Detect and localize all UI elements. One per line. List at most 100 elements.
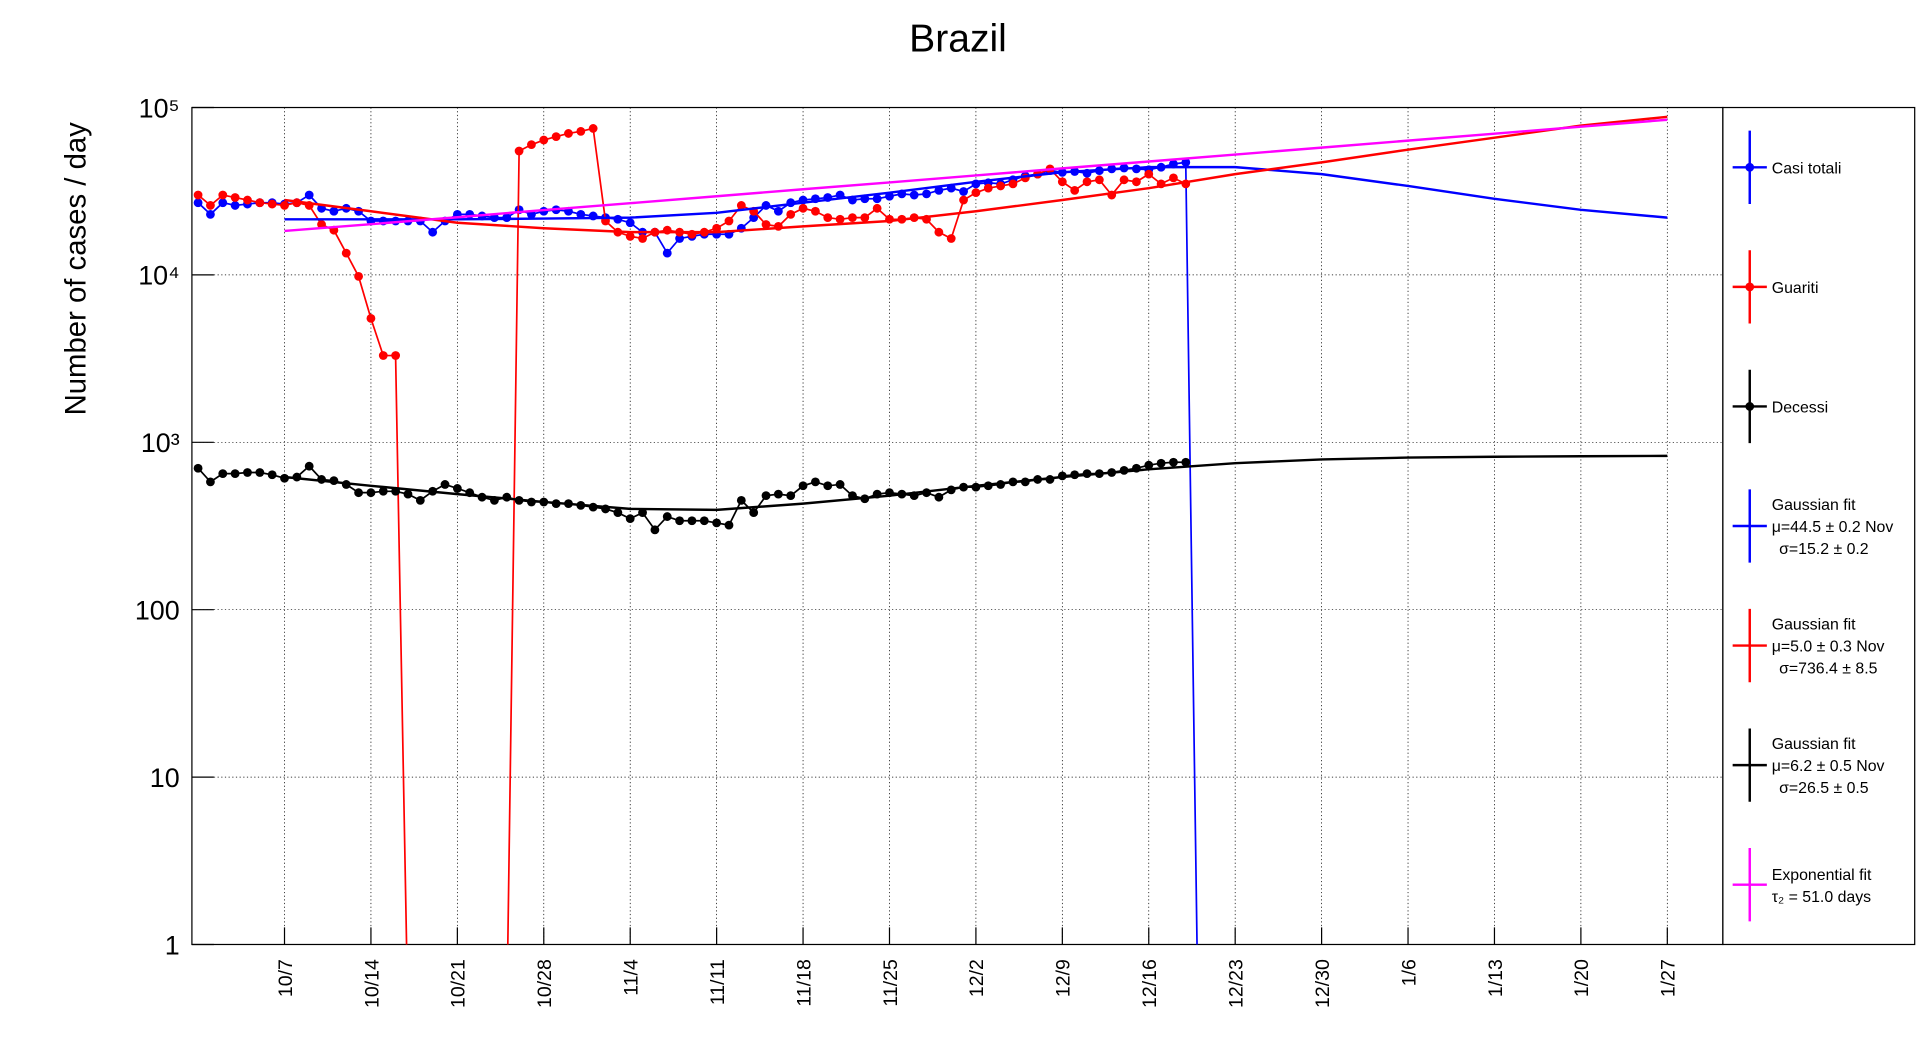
data-point [230,201,240,210]
data-point [909,190,919,200]
x-tick-label: 11/4 [621,959,643,996]
chart-title: Brazil [909,17,1007,60]
legend-label: Gaussian fit [1772,736,1856,753]
y-tick-label: 10⁵ [139,93,180,123]
data-point [736,495,746,505]
data-point [341,248,351,258]
data-point [255,198,265,208]
legend-param: μ=6.2 ± 0.5 Nov [1772,758,1885,775]
legend-param: σ=15.2 ± 0.2 [1779,541,1869,558]
data-point [736,201,746,210]
data-point [786,209,796,219]
legend-label: Gaussian fit [1772,617,1856,634]
data-point [625,231,635,241]
data-point [835,214,845,224]
legend-label: Gaussian fit [1772,497,1856,514]
data-point [230,193,240,202]
data-point [749,213,759,222]
data-point [724,216,734,226]
data-point [1057,177,1067,187]
data-point [1169,173,1178,183]
x-tick-label: 12/9 [1053,959,1075,997]
y-tick-label: 1 [165,930,180,960]
data-point [860,213,870,222]
x-tick-label: 1/13 [1485,959,1507,997]
data-point [798,481,808,491]
data-point [564,129,573,138]
data-point [354,488,363,498]
data-point [638,508,647,518]
data-point [786,491,796,501]
data-point [206,477,215,487]
data-point [527,140,536,150]
data-point [218,469,228,479]
data-point [354,271,363,281]
data-point [1169,457,1178,467]
data-point [280,201,289,210]
data-point [996,181,1006,191]
data-point [193,198,203,208]
data-point [872,203,882,213]
data-point [712,518,722,528]
data-point [946,234,956,243]
data-point [551,132,561,142]
x-tick-label: 12/16 [1139,959,1161,1008]
data-point [193,463,203,473]
data-point [675,234,684,243]
y-tick-label: 100 [135,595,180,625]
legend-marker [1745,282,1755,292]
data-point [539,135,549,145]
data-point [304,461,314,471]
data-point [625,514,635,524]
data-point [848,213,857,222]
legend-param: σ=26.5 ± 0.5 [1779,780,1869,797]
data-point [1082,177,1092,187]
y-axis-title: Number of cases / day [60,122,93,416]
data-point [206,201,215,210]
legend-marker [1745,402,1755,411]
legend-label: Casi totali [1772,160,1842,177]
data-point [872,194,882,204]
data-point [576,127,586,136]
data-point [761,491,771,501]
data-point [662,512,672,521]
data-point [1156,458,1166,468]
data-point [662,248,672,258]
data-point [712,223,722,233]
data-point [366,313,376,323]
data-point [193,190,203,200]
data-point [391,351,401,360]
data-point [255,468,265,477]
legend-label: Guariti [1772,280,1819,297]
data-point [699,516,709,526]
data-point [798,203,808,213]
legend-param: μ=44.5 ± 0.2 Nov [1772,519,1894,536]
data-point [934,227,944,237]
data-point [625,218,635,228]
data-point [773,206,783,216]
x-tick-label: 1/20 [1571,959,1593,997]
data-point [452,484,462,493]
data-point [613,214,623,224]
plot-area [193,115,1668,945]
x-tick-label: 10/14 [361,959,383,1008]
legend-param: σ=736.4 ± 8.5 [1779,661,1878,678]
data-point [1094,175,1104,185]
data-point [650,525,660,535]
data-point [403,489,413,499]
data-point [1181,158,1191,167]
data-point [811,477,820,487]
legend-frame [1722,106,1916,946]
fit-line [284,165,1668,221]
y-tick-label: 10⁴ [138,261,179,291]
data-point [971,188,981,198]
data-point [1119,175,1129,185]
x-tick-label: 12/23 [1226,959,1248,1008]
data-point [934,185,944,195]
data-point [675,516,684,526]
data-point [440,480,450,489]
legend-param: μ=5.0 ± 0.3 Nov [1772,639,1885,656]
data-point [243,468,252,477]
fit-line [284,118,1668,233]
